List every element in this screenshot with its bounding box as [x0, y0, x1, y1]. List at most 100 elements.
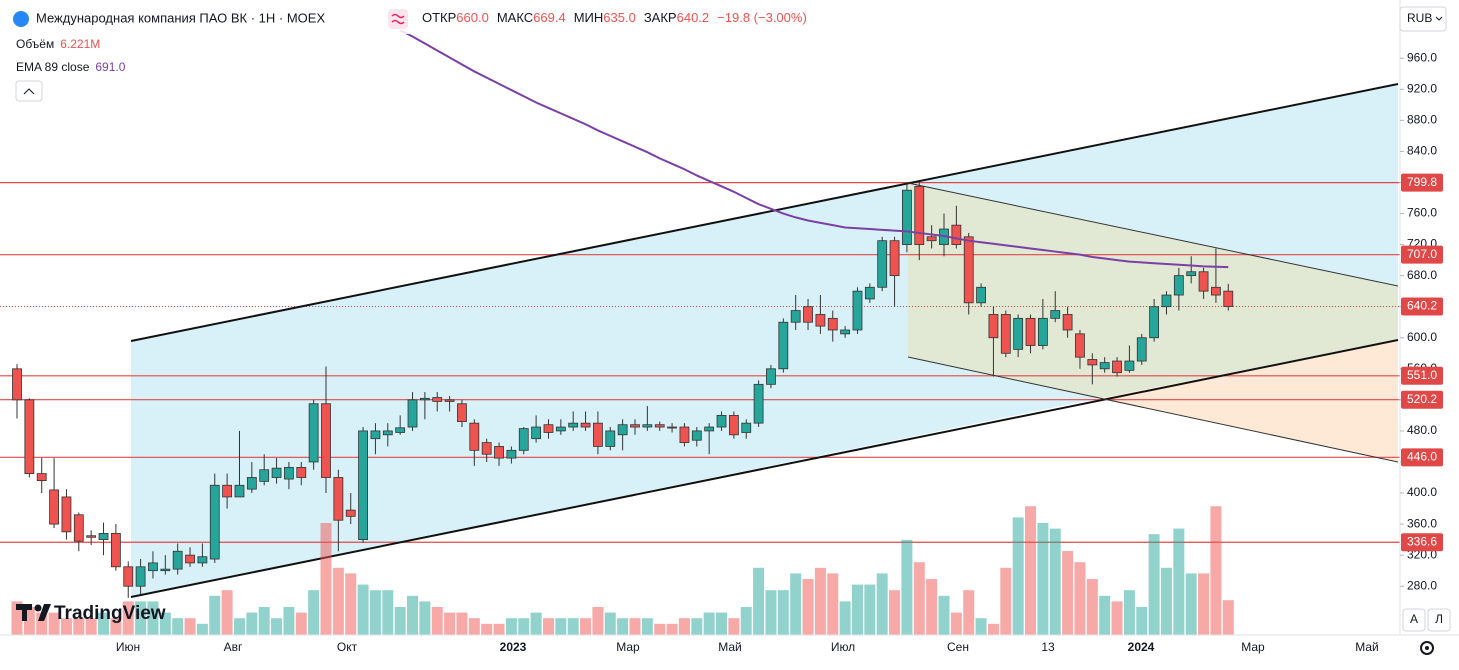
- x-tick-label: 2023: [500, 640, 527, 654]
- x-tick-label: Май: [1355, 640, 1379, 654]
- candle-body: [617, 424, 628, 436]
- candle-body: [222, 484, 233, 498]
- volume-bar: [444, 612, 456, 635]
- candle-body: [160, 568, 171, 572]
- candle-body: [914, 185, 925, 245]
- candle-body: [815, 314, 826, 327]
- volume-bar: [505, 618, 517, 635]
- desc-channel-fill-lower: [1100, 340, 1398, 462]
- candle-body: [593, 422, 603, 447]
- candle-body: [444, 399, 455, 402]
- currency: RUB: [1407, 11, 1432, 25]
- volume-bar: [308, 590, 320, 635]
- level-badge: [1401, 245, 1443, 264]
- level-label: 707.0: [1407, 247, 1437, 261]
- volume-bar: [357, 584, 369, 635]
- candle-body: [284, 467, 294, 480]
- volume-bar: [345, 573, 357, 635]
- candle-body: [370, 430, 381, 440]
- candle-body: [531, 426, 542, 440]
- volume-bar: [901, 539, 913, 635]
- candle-body: [36, 473, 47, 482]
- ohlc-label: МАКС: [497, 10, 533, 25]
- candle-body: [419, 397, 430, 401]
- candle-body: [877, 240, 888, 288]
- volume-bar: [827, 573, 839, 635]
- x-tick-label: Июн: [116, 640, 140, 654]
- indicator-name: Объём: [16, 37, 54, 51]
- candle-body: [963, 236, 974, 304]
- volume-bar: [382, 590, 394, 635]
- compare-icon[interactable]: [388, 9, 408, 29]
- candle-body: [1087, 359, 1098, 366]
- candle-body: [1211, 286, 1221, 296]
- candle-body: [803, 306, 813, 323]
- candle-body: [185, 554, 195, 564]
- scale-auto-button[interactable]: [1402, 608, 1426, 632]
- candle-body: [580, 422, 591, 428]
- candle-body: [1037, 317, 1048, 346]
- candle-body: [1198, 271, 1209, 292]
- volume-bar: [419, 601, 431, 635]
- indicator-name: EMA 89 close: [16, 60, 90, 74]
- volume-bar: [60, 618, 72, 635]
- volume-bar: [369, 590, 381, 635]
- candle-body: [296, 467, 307, 478]
- collapse-button[interactable]: [15, 80, 43, 102]
- volume-bar: [320, 523, 332, 635]
- volume-bar: [963, 590, 975, 635]
- ohlc-value: 640.2: [677, 10, 710, 25]
- volume-bar: [283, 607, 295, 635]
- volume-bar: [567, 618, 579, 635]
- volume-bar: [135, 601, 147, 635]
- candle-body: [123, 566, 134, 587]
- candle-body: [148, 562, 158, 572]
- scale-log-button[interactable]: [1427, 608, 1451, 632]
- currency-select[interactable]: [1399, 6, 1447, 32]
- candle-body: [827, 317, 838, 331]
- brand-logo: [22, 604, 27, 621]
- candle-body: [172, 550, 183, 570]
- candle-body: [976, 286, 986, 304]
- candle-body: [1124, 360, 1135, 371]
- title: Международная компания ПАО ВК · 1Н · MOE…: [36, 10, 325, 25]
- y-tick-label: 960.0: [1407, 50, 1437, 64]
- candle-body: [12, 368, 22, 401]
- x-tick-label: Май: [718, 640, 742, 654]
- level-badge: [1401, 448, 1443, 467]
- volume-bar: [172, 618, 184, 635]
- volume-bar: [36, 612, 48, 635]
- candle-body: [358, 430, 368, 541]
- logo: [13, 11, 29, 27]
- volume-bar: [1025, 506, 1037, 635]
- candle-body: [1173, 275, 1184, 296]
- volume-bar: [209, 595, 221, 635]
- candle-body: [951, 224, 962, 245]
- volume-bar: [1037, 523, 1049, 635]
- candle-body: [667, 426, 677, 429]
- brand: TradingView: [54, 603, 166, 624]
- candle-body: [630, 424, 640, 428]
- candle-body: [704, 426, 715, 432]
- volume-bar: [85, 618, 97, 635]
- volume-bar: [431, 607, 443, 635]
- y-tick-label: 280.0: [1407, 578, 1437, 592]
- candle-body: [110, 533, 121, 568]
- level-label: 799.8: [1407, 175, 1437, 189]
- channel-fill: [131, 84, 1398, 597]
- y-tick-label: 360.0: [1407, 516, 1437, 530]
- volume-bar: [889, 590, 901, 635]
- volume-bar: [753, 567, 765, 635]
- x-tick-label: 2024: [1128, 640, 1155, 654]
- volume-bar: [765, 590, 777, 635]
- y-tick-label: 680.0: [1407, 268, 1437, 282]
- volume-bar: [1012, 517, 1024, 635]
- candle-body: [1050, 310, 1061, 319]
- volume-bar: [703, 612, 715, 635]
- volume-bar: [1086, 579, 1098, 635]
- level-label: 520.2: [1407, 392, 1437, 406]
- candle-body: [382, 430, 393, 436]
- settings-icon[interactable]: [1420, 641, 1434, 655]
- volume-bar: [654, 623, 666, 635]
- volume-bar: [1136, 607, 1148, 635]
